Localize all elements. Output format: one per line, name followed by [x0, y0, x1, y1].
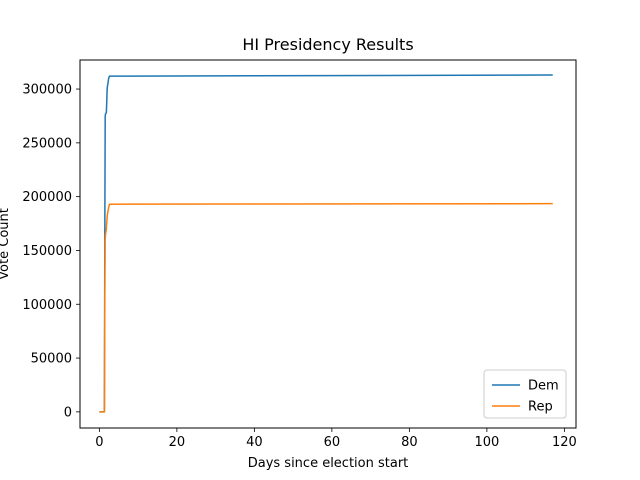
y-tick-label: 150000: [22, 244, 72, 259]
x-tick-label: 0: [95, 435, 103, 450]
plot-area: [99, 74, 553, 413]
legend-label-dem: Dem: [528, 379, 559, 394]
y-tick-label: 100000: [22, 298, 72, 313]
y-tick-label: 50000: [31, 352, 72, 367]
y-tick-label: 300000: [22, 83, 72, 98]
x-tick-label: 40: [246, 435, 263, 450]
y-tick-label: 250000: [22, 136, 72, 151]
x-tick-label: 20: [169, 435, 186, 450]
y-axis: 0 50000 100000 150000 200000 250000 300000: [22, 83, 80, 420]
legend-label-rep: Rep: [528, 400, 553, 415]
axes-frame: [79, 59, 577, 429]
x-tick-label: 60: [324, 435, 341, 450]
x-axis-label: Days since election start: [248, 456, 409, 471]
series-line-rep: [99, 202, 553, 413]
series-line-dem: [99, 74, 553, 413]
x-tick-label: 80: [401, 435, 418, 450]
legend: Dem Rep: [483, 369, 567, 419]
y-axis-label: Vote Count: [0, 208, 12, 280]
y-tick-label: 0: [64, 405, 72, 420]
legend-box: [483, 369, 567, 419]
y-tick-label: 200000: [22, 190, 72, 205]
x-tick-label: 120: [552, 435, 577, 450]
x-tick-label: 100: [474, 435, 499, 450]
chart-title: HI Presidency Results: [242, 35, 413, 54]
x-axis: 0 20 40 60 80 100 120: [95, 428, 577, 450]
